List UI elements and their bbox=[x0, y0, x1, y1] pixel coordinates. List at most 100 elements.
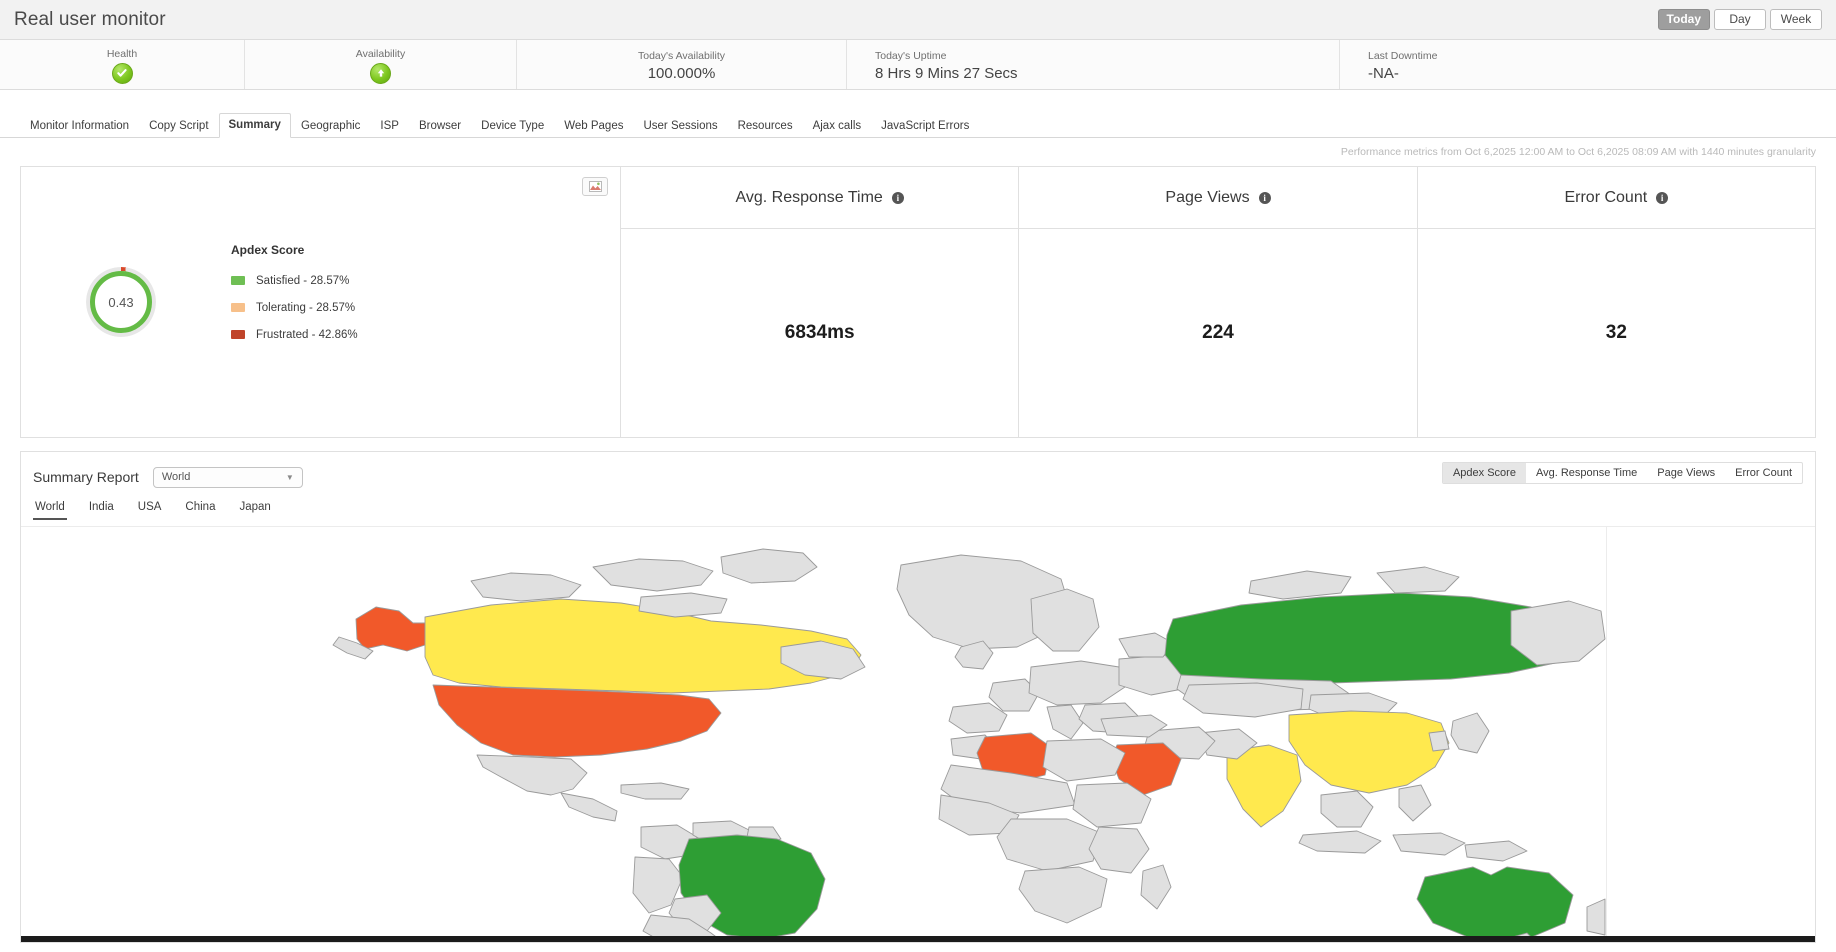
metric-card-header: Error Count i bbox=[1417, 167, 1815, 229]
map-region-indonesia1[interactable] bbox=[1298, 830, 1382, 854]
map-region-e-africa[interactable] bbox=[1088, 826, 1150, 874]
info-icon[interactable]: i bbox=[891, 191, 904, 204]
metric-card-header: Page Views i bbox=[1019, 167, 1417, 229]
bottom-strip bbox=[21, 936, 1815, 942]
check-circle-icon bbox=[111, 62, 133, 84]
map-right-divider bbox=[1606, 527, 1607, 938]
map-region-korea[interactable] bbox=[1428, 730, 1450, 752]
tab-bar: Monitor Information Copy Script Summary … bbox=[0, 90, 1836, 138]
map-region-alaska-pan[interactable] bbox=[332, 636, 374, 660]
info-icon[interactable]: i bbox=[1656, 191, 1669, 204]
range-button-today[interactable]: Today bbox=[1657, 9, 1710, 30]
map-region-russia-n1[interactable] bbox=[1248, 570, 1352, 600]
map-region-newzealand[interactable] bbox=[1586, 898, 1606, 936]
tab-web-pages[interactable]: Web Pages bbox=[564, 120, 624, 132]
map-region-russia-east[interactable] bbox=[1510, 600, 1606, 666]
map-region-mexico[interactable] bbox=[476, 754, 588, 796]
time-range-toggle[interactable]: Today Day Week bbox=[1657, 9, 1822, 30]
switch-page-views[interactable]: Page Views bbox=[1657, 467, 1716, 479]
map-region-italy[interactable] bbox=[1046, 704, 1084, 740]
legend-label-frustrated: Frustrated - 42.86% bbox=[256, 328, 358, 341]
map-region-caribbean[interactable] bbox=[620, 782, 690, 800]
metric-value-page-views: 224 bbox=[1202, 322, 1234, 343]
map-region-libya-egypt[interactable] bbox=[1042, 738, 1126, 782]
tab-monitor-information[interactable]: Monitor Information bbox=[30, 120, 130, 132]
apdex-panel: 0.43 Apdex Score Satisfied - 28.57% Tole… bbox=[21, 167, 621, 437]
tab-user-sessions[interactable]: User Sessions bbox=[643, 120, 718, 132]
map-region-canada-arctic2[interactable] bbox=[592, 558, 714, 592]
map-region-peru[interactable] bbox=[632, 856, 684, 914]
map-region-c-africa[interactable] bbox=[996, 818, 1102, 872]
map-region-philippines[interactable] bbox=[1398, 784, 1432, 822]
chevron-down-icon: ▼ bbox=[285, 472, 294, 482]
summary-report-panel: Summary Report World ▼ Apdex Score Avg. … bbox=[20, 451, 1816, 943]
map-region-united-states[interactable] bbox=[432, 684, 722, 758]
map-region-china[interactable] bbox=[1288, 710, 1450, 794]
map-region-sudan-eth[interactable] bbox=[1072, 782, 1152, 828]
info-icon[interactable]: i bbox=[1258, 191, 1271, 204]
legend-label-satisfied: Satisfied - 28.57% bbox=[256, 274, 350, 287]
map-region-chile-arg[interactable] bbox=[642, 914, 720, 939]
map-region-canada-arctic4[interactable] bbox=[638, 592, 728, 618]
export-image-icon[interactable] bbox=[582, 177, 608, 196]
legend-swatch-satisfied bbox=[231, 276, 245, 285]
map-region-australia[interactable] bbox=[1416, 866, 1574, 939]
tab-summary[interactable]: Summary bbox=[218, 113, 291, 138]
title-bar: Real user monitor Today Day Week bbox=[0, 0, 1836, 40]
map-region-greenland[interactable] bbox=[896, 554, 1070, 650]
map-region-france[interactable] bbox=[988, 678, 1040, 712]
map-region-japan[interactable] bbox=[1450, 712, 1490, 754]
summary-report-header: Summary Report World ▼ Apdex Score Avg. … bbox=[21, 452, 1815, 492]
region-select[interactable]: World ▼ bbox=[152, 466, 303, 488]
map-region-centralam[interactable] bbox=[560, 792, 618, 822]
world-map-chart[interactable] bbox=[21, 527, 1606, 939]
map-region-kazakhstan[interactable] bbox=[1182, 682, 1304, 718]
tab-resources[interactable]: Resources bbox=[737, 120, 793, 132]
map-region-indonesia2[interactable] bbox=[1392, 832, 1466, 856]
legend-label-tolerating: Tolerating - 28.57% bbox=[256, 301, 356, 314]
country-tab-india[interactable]: India bbox=[88, 501, 114, 513]
apdex-legend: Apdex Score Satisfied - 28.57% Toleratin… bbox=[221, 243, 358, 362]
map-region-se-asia[interactable] bbox=[1320, 790, 1374, 828]
kpi-last-downtime-label: Last Downtime bbox=[1368, 49, 1438, 62]
map-region-canada-arctic3[interactable] bbox=[720, 548, 818, 584]
map-region-alaska[interactable] bbox=[355, 606, 426, 652]
apdex-score-value: 0.43 bbox=[108, 294, 134, 310]
map-region-png[interactable] bbox=[1464, 840, 1528, 862]
tab-isp[interactable]: ISP bbox=[380, 120, 399, 132]
legend-swatch-tolerating bbox=[231, 303, 245, 312]
switch-apdex-score[interactable]: Apdex Score bbox=[1442, 463, 1526, 483]
tab-copy-script[interactable]: Copy Script bbox=[149, 120, 209, 132]
country-tab-japan[interactable]: Japan bbox=[239, 501, 271, 513]
tab-geographic[interactable]: Geographic bbox=[300, 120, 361, 132]
country-tab-usa[interactable]: USA bbox=[137, 501, 162, 513]
metric-card-page-views: Page Views i 224 bbox=[1019, 167, 1418, 437]
country-tab-china[interactable]: China bbox=[185, 501, 216, 513]
metric-card-header: Avg. Response Time i bbox=[621, 167, 1019, 229]
switch-error-count[interactable]: Error Count bbox=[1735, 467, 1792, 479]
map-region-russia-n2[interactable] bbox=[1376, 566, 1460, 594]
tab-ajax-calls[interactable]: Ajax calls bbox=[812, 120, 862, 132]
map-region-c-europe[interactable] bbox=[1028, 660, 1126, 706]
map-region-iberia[interactable] bbox=[948, 702, 1008, 734]
tab-browser[interactable]: Browser bbox=[418, 120, 462, 132]
switch-avg-response-time[interactable]: Avg. Response Time bbox=[1535, 467, 1638, 479]
map-region-scandinavia[interactable] bbox=[1030, 588, 1100, 652]
country-tab-bar: World India USA China Japan bbox=[21, 492, 1815, 520]
map-region-uk-ire[interactable] bbox=[954, 640, 994, 670]
legend-item-frustrated: Frustrated - 42.86% bbox=[231, 329, 358, 341]
report-metric-switch[interactable]: Apdex Score Avg. Response Time Page View… bbox=[1441, 462, 1803, 484]
map-region-turkey[interactable] bbox=[1100, 714, 1168, 738]
range-button-week[interactable]: Week bbox=[1770, 9, 1822, 30]
country-tab-world[interactable]: World bbox=[33, 498, 67, 520]
map-region-s-africa[interactable] bbox=[1018, 866, 1108, 924]
tab-javascript-errors[interactable]: JavaScript Errors bbox=[881, 120, 970, 132]
summary-report-title: Summary Report bbox=[33, 469, 139, 485]
map-region-canada-arctic1[interactable] bbox=[470, 572, 582, 602]
map-region-canada-lab[interactable] bbox=[780, 640, 866, 680]
map-region-madagascar[interactable] bbox=[1140, 864, 1172, 910]
map-region-india[interactable] bbox=[1226, 744, 1302, 828]
kpi-todays-uptime-label: Today's Uptime bbox=[875, 49, 947, 62]
range-button-day[interactable]: Day bbox=[1714, 9, 1766, 30]
tab-device-type[interactable]: Device Type bbox=[481, 120, 545, 132]
